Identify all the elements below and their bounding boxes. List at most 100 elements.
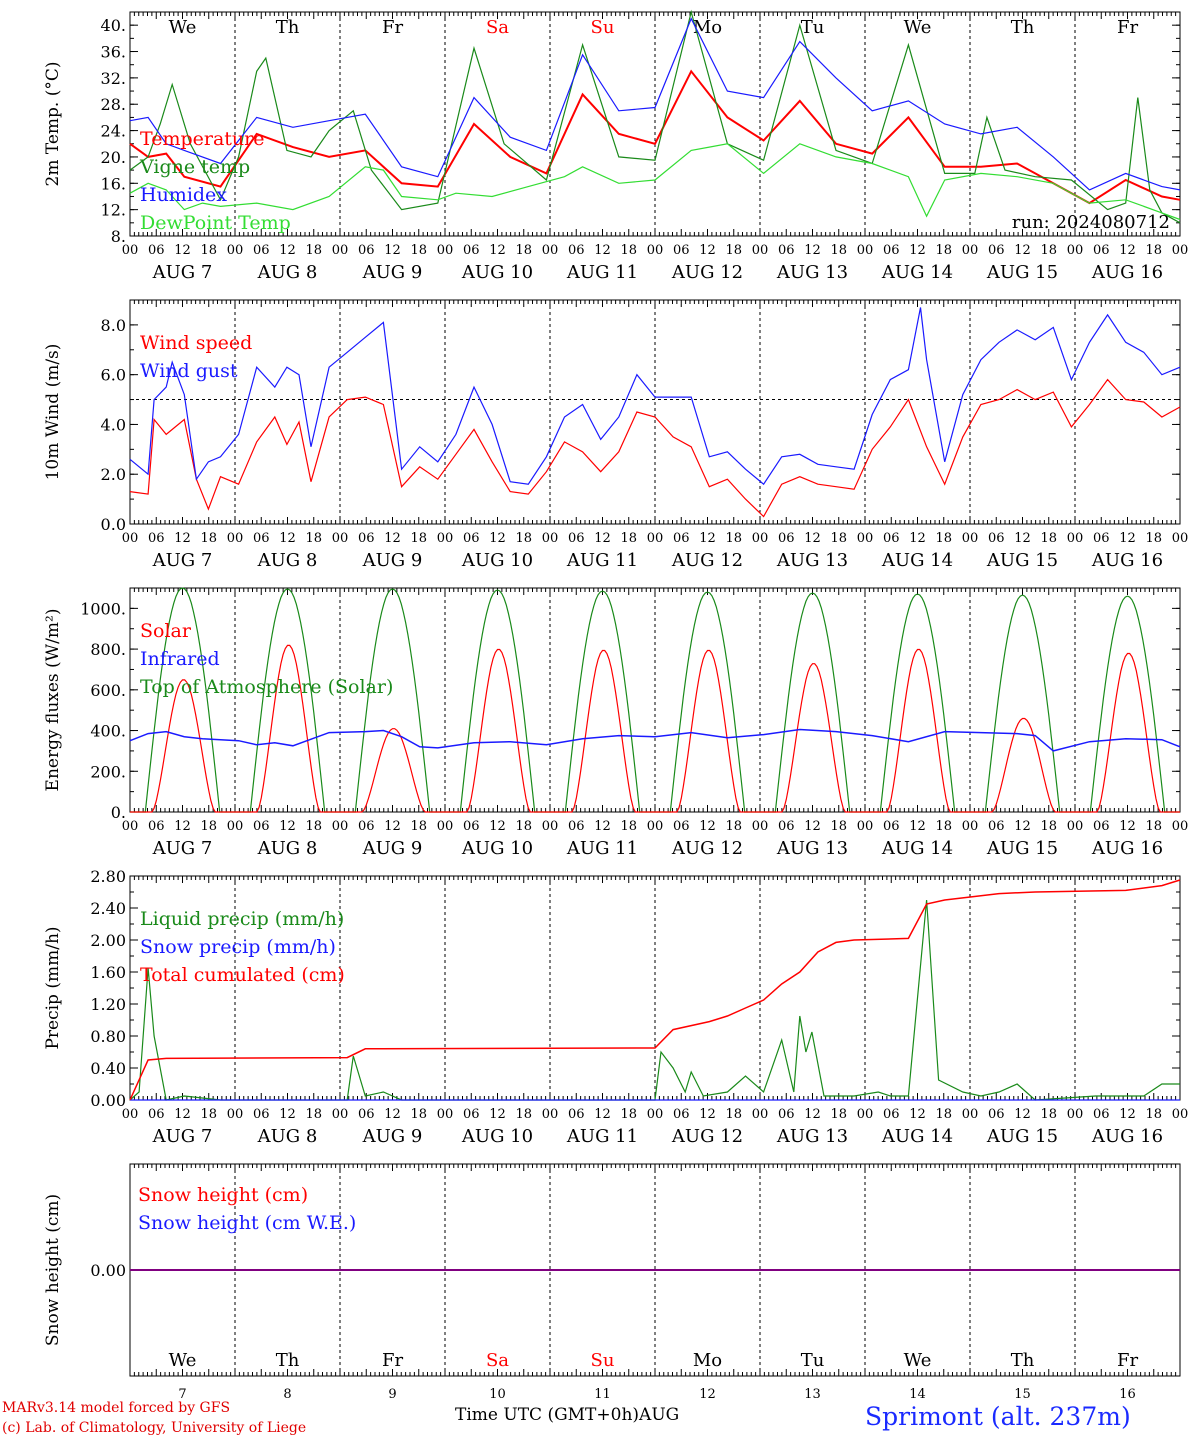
day-number: 16 xyxy=(1119,1387,1136,1402)
date-label: AUG 12 xyxy=(671,1126,743,1147)
hour-tick-label: 06 xyxy=(568,1107,585,1122)
y-tick-label: 4.0 xyxy=(101,415,126,434)
hour-tick-label: 18 xyxy=(410,531,427,546)
hour-tick-label: 18 xyxy=(620,819,637,834)
y-tick-label: 600. xyxy=(90,681,126,700)
hour-tick-label: 00 xyxy=(542,531,559,546)
day-name: Mo xyxy=(693,1350,722,1371)
date-label: AUG 15 xyxy=(986,1126,1058,1147)
date-label: AUG 12 xyxy=(671,838,743,859)
hour-tick-label: 06 xyxy=(358,531,375,546)
series-red-line xyxy=(129,378,1181,518)
hour-tick-label: 18 xyxy=(305,243,322,258)
hour-tick-label: 18 xyxy=(305,1107,322,1122)
day-name: We xyxy=(169,1350,197,1371)
date-label: AUG 9 xyxy=(362,1126,423,1147)
date-label: AUG 8 xyxy=(257,262,318,283)
hour-tick-label: 12 xyxy=(1014,243,1031,258)
date-label: AUG 14 xyxy=(881,262,953,283)
hour-tick-label: 06 xyxy=(568,243,585,258)
hour-tick-label: 06 xyxy=(253,531,270,546)
y-tick-label: 2.00 xyxy=(90,931,126,950)
hour-tick-label: 18 xyxy=(725,819,742,834)
y-tick-label: 0.00 xyxy=(90,1261,126,1280)
date-label: AUG 13 xyxy=(776,262,848,283)
hour-tick-label: 00 xyxy=(1067,1107,1084,1122)
hour-tick-label: 06 xyxy=(778,243,795,258)
day-name: Th xyxy=(276,1350,300,1371)
hour-tick-label: 00 xyxy=(647,1107,664,1122)
date-label: AUG 11 xyxy=(566,1126,638,1147)
hour-tick-label: 12 xyxy=(909,819,926,834)
hour-tick-label: 00 xyxy=(122,819,139,834)
hour-tick-label: 12 xyxy=(1119,531,1136,546)
hour-tick-label: 12 xyxy=(279,819,296,834)
hour-tick-label: 00 xyxy=(227,819,244,834)
date-label: AUG 10 xyxy=(461,838,533,859)
y-tick-label: 40. xyxy=(101,16,126,35)
y-tick-label: 28. xyxy=(101,95,126,114)
y-tick-label: 200. xyxy=(90,762,126,781)
series-blue-line xyxy=(129,307,1181,486)
hour-tick-label: 00 xyxy=(542,1107,559,1122)
day-name: Su xyxy=(591,17,615,38)
hour-tick-label: 18 xyxy=(830,1107,847,1122)
date-label: AUG 13 xyxy=(776,838,848,859)
legend-red-label: Total cumulated (cm) xyxy=(140,964,345,986)
hour-tick-label: 12 xyxy=(1014,531,1031,546)
y-tick-label: 0.00 xyxy=(90,1091,126,1110)
series-red-line xyxy=(129,69,1181,205)
hour-tick-label: 06 xyxy=(673,819,690,834)
hour-tick-label: 18 xyxy=(200,819,217,834)
hour-tick-label: 06 xyxy=(883,531,900,546)
y-tick-label: 2.0 xyxy=(101,465,126,484)
hour-tick-label: 12 xyxy=(1014,819,1031,834)
hour-tick-label: 00 xyxy=(122,531,139,546)
hour-tick-label: 18 xyxy=(515,243,532,258)
day-name: Th xyxy=(276,17,300,38)
hour-tick-label: 06 xyxy=(148,819,165,834)
hour-tick-label: 12 xyxy=(384,531,401,546)
hour-tick-label: 18 xyxy=(200,1107,217,1122)
hour-tick-label: 18 xyxy=(410,819,427,834)
hour-tick-label: 12 xyxy=(909,243,926,258)
hour-tick-label: 06 xyxy=(148,1107,165,1122)
hour-tick-label: 12 xyxy=(279,1107,296,1122)
date-label: AUG 12 xyxy=(671,262,743,283)
date-label: AUG 13 xyxy=(776,1126,848,1147)
hour-tick-label: 00 xyxy=(752,531,769,546)
date-label: AUG 8 xyxy=(257,550,318,571)
hour-tick-label: 18 xyxy=(1040,1107,1057,1122)
legend-red-label: Snow height (cm) xyxy=(138,1184,308,1206)
y-tick-label: 1.20 xyxy=(90,995,126,1014)
date-label: AUG 8 xyxy=(257,1126,318,1147)
hour-tick-label: 18 xyxy=(1145,1107,1162,1122)
hour-tick-label: 12 xyxy=(804,531,821,546)
legend-blue-label: Wind gust xyxy=(140,360,238,382)
legend-lightgreen-label: DewPoint Temp xyxy=(140,212,291,234)
hour-tick-label: 00 xyxy=(962,1107,979,1122)
hour-tick-label: 18 xyxy=(725,1107,742,1122)
hour-tick-label: 12 xyxy=(594,819,611,834)
hour-tick-label: 06 xyxy=(1093,819,1110,834)
hour-tick-label: 00 xyxy=(857,243,874,258)
hour-tick-label: 12 xyxy=(699,531,716,546)
hour-tick-label: 00 xyxy=(857,1107,874,1122)
hour-tick-label: 00 xyxy=(542,819,559,834)
hour-tick-label: 06 xyxy=(673,243,690,258)
panel-2-frame xyxy=(129,299,1181,525)
hour-tick-label: 06 xyxy=(1093,243,1110,258)
hour-tick-label: 06 xyxy=(568,531,585,546)
date-label: AUG 10 xyxy=(461,1126,533,1147)
legend-green-label: Liquid precip (mm/h) xyxy=(140,908,344,930)
date-label: AUG 16 xyxy=(1091,262,1163,283)
hour-tick-label: 00 xyxy=(647,819,664,834)
hour-tick-label: 18 xyxy=(515,531,532,546)
day-number: 13 xyxy=(804,1387,821,1402)
hour-tick-label: 18 xyxy=(935,1107,952,1122)
hour-tick-label: 00 xyxy=(122,243,139,258)
hour-tick-label: 00 xyxy=(332,531,349,546)
day-number: 10 xyxy=(489,1387,506,1402)
day-number: 12 xyxy=(699,1387,716,1402)
date-label: AUG 10 xyxy=(461,262,533,283)
